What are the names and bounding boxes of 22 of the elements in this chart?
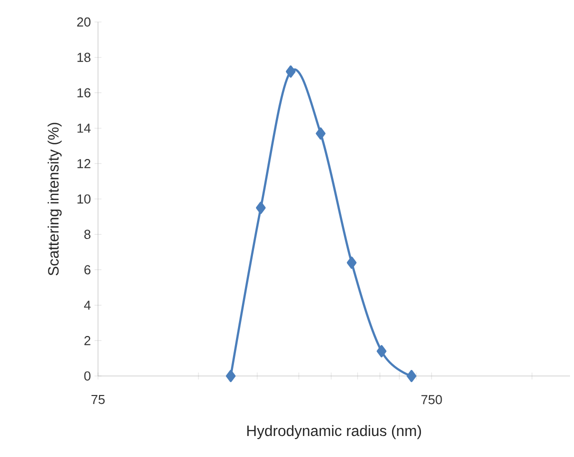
- y-tick-label: 16: [78, 88, 90, 98]
- point: [256, 202, 266, 214]
- point: [376, 345, 386, 358]
- point: [406, 370, 416, 382]
- x-axis-title: Hydrodynamic radius (nm): [247, 425, 421, 440]
- y-tick-label: 14: [78, 124, 91, 133]
- point: [286, 65, 296, 78]
- x-tick-label: 75: [91, 395, 105, 404]
- y-tick-label: 10: [78, 194, 90, 204]
- x-tick-label: 750: [421, 395, 442, 404]
- y-tick-label: 20: [77, 17, 90, 27]
- y-tick-label: 0: [84, 371, 90, 381]
- point: [346, 256, 357, 269]
- point: [316, 127, 326, 140]
- y-tick-label: 12: [78, 159, 90, 168]
- y-axis-title: Scattering intensity (%): [48, 122, 62, 276]
- y-tick-label: 18: [78, 52, 90, 62]
- point: [226, 370, 236, 382]
- y-tick-label: 6: [84, 265, 90, 274]
- y-tick-label: 2: [84, 336, 90, 346]
- y-tick-label: 8: [84, 230, 90, 239]
- y-tick-label: 4: [84, 300, 91, 310]
